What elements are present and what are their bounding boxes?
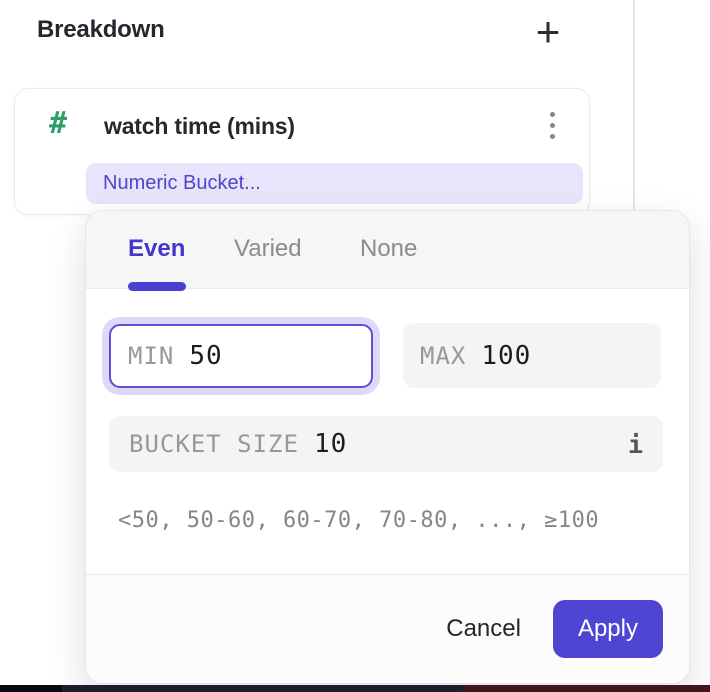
- popover-footer: Cancel Apply: [86, 574, 689, 683]
- tab-varied[interactable]: Varied: [234, 235, 302, 262]
- active-tab-indicator: [128, 282, 186, 291]
- numeric-bucket-chip-label: Numeric Bucket...: [103, 172, 261, 194]
- min-label: MIN: [128, 342, 175, 370]
- max-label: MAX: [420, 341, 467, 370]
- bucket-size-input[interactable]: BUCKET SIZE 10 i: [109, 416, 663, 472]
- tab-even[interactable]: Even: [128, 235, 186, 262]
- bucket-size-label: BUCKET SIZE: [129, 430, 299, 458]
- background-chart-strip-left: [0, 685, 62, 692]
- page-title: Breakdown: [37, 16, 165, 43]
- numeric-type-icon: #: [49, 106, 68, 141]
- plus-icon: +: [535, 8, 561, 55]
- bucket-size-value: 10: [313, 429, 348, 459]
- kebab-menu-icon[interactable]: [537, 103, 567, 147]
- property-name: watch time (mins): [104, 113, 295, 139]
- bucketing-popover: Even Varied None MIN 50 MAX 100 BUCKET S…: [85, 210, 690, 684]
- apply-button[interactable]: Apply: [552, 600, 663, 658]
- min-input[interactable]: MIN 50: [109, 324, 373, 388]
- popover-tab-bar: Even Varied None: [86, 211, 689, 291]
- add-breakdown-button[interactable]: +: [522, 6, 574, 58]
- info-icon[interactable]: i: [627, 429, 643, 459]
- min-value: 50: [189, 341, 223, 371]
- cancel-button[interactable]: Cancel: [446, 615, 521, 642]
- tab-none[interactable]: None: [360, 235, 418, 262]
- breakdown-property-card[interactable]: # watch time (mins) Numeric Bucket...: [14, 88, 590, 215]
- background-chart-strip-right: [462, 685, 710, 692]
- max-input[interactable]: MAX 100: [403, 323, 661, 388]
- max-value: 100: [481, 340, 532, 371]
- bucket-preview-text: <50, 50-60, 60-70, 70-80, ..., ≥100: [118, 508, 600, 533]
- background-chart-strip-mid: [62, 685, 462, 692]
- numeric-bucket-chip[interactable]: Numeric Bucket...: [86, 163, 583, 204]
